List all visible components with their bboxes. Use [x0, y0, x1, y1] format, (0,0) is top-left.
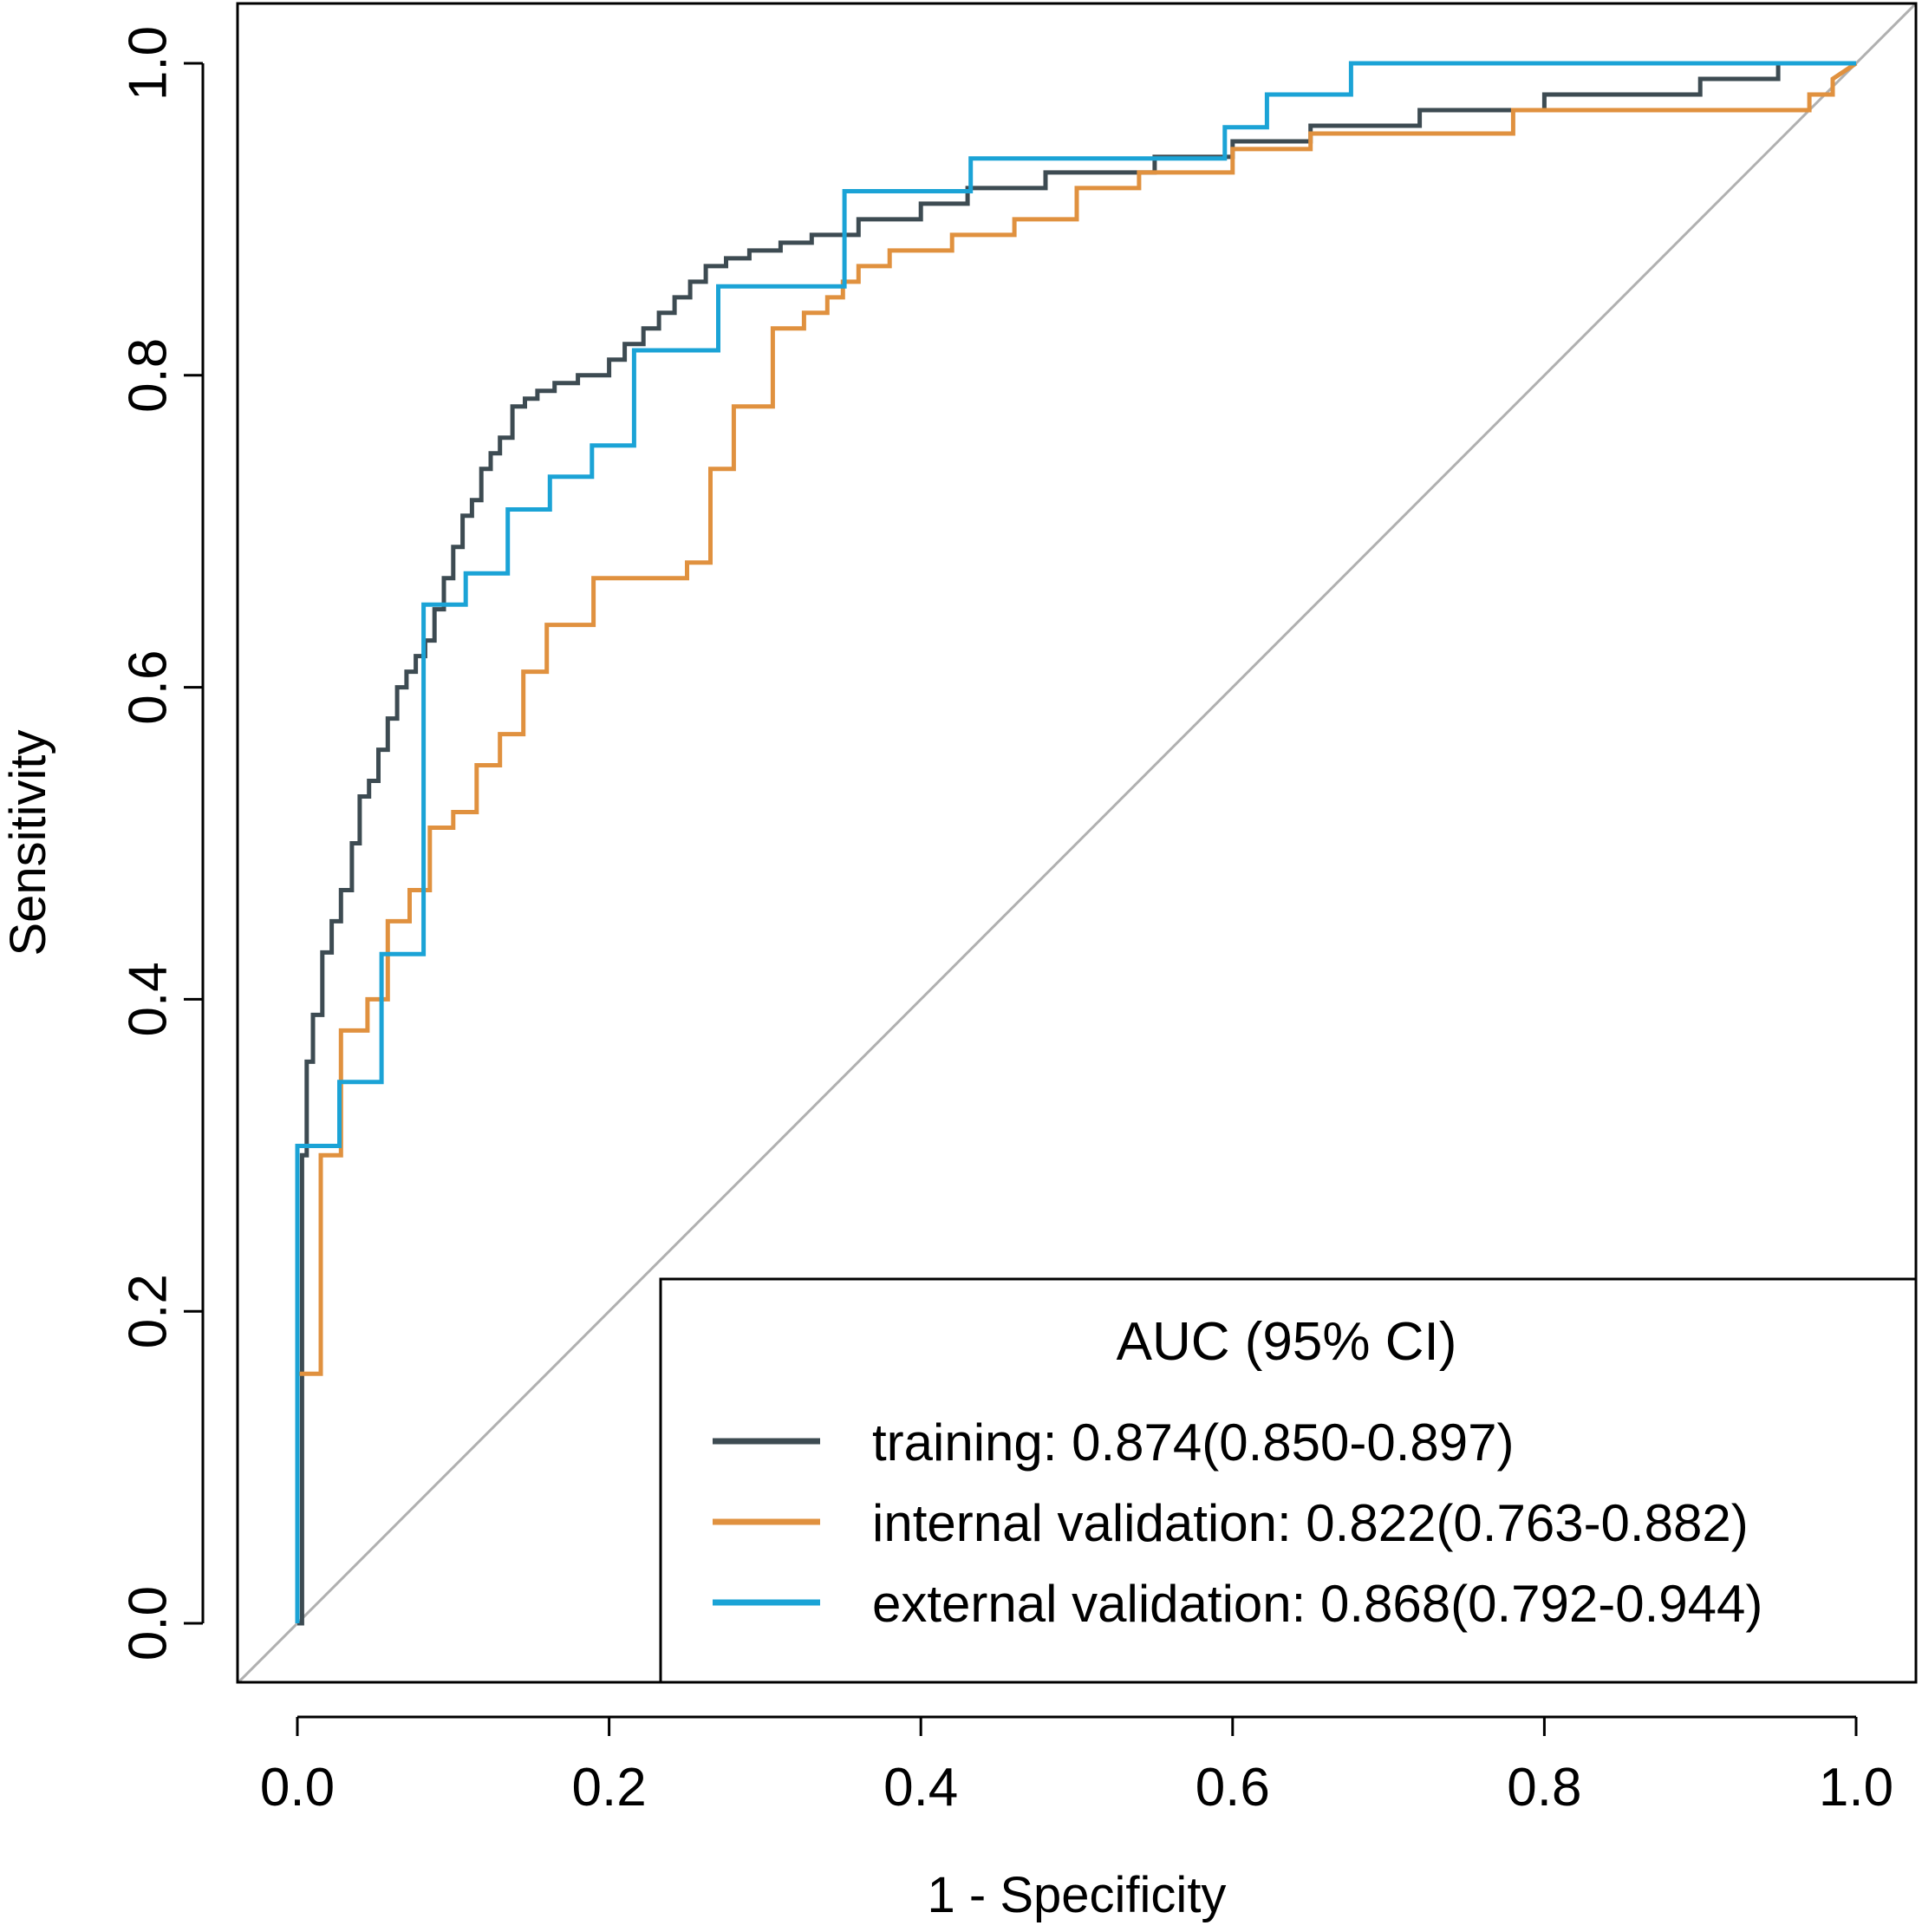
legend-entry-internal-validation: internal validation: 0.822(0.763-0.882) — [872, 1494, 1749, 1552]
y-tick-label: 0.6 — [118, 649, 178, 724]
legend-box — [659, 1277, 1918, 1684]
x-axis: 0.0 0.2 0.4 0.6 0.8 1.0 — [260, 1715, 1893, 1818]
x-tick-label: 0.4 — [883, 1758, 958, 1818]
x-tick-label: 0.0 — [260, 1758, 335, 1818]
y-axis: 0.0 0.2 0.4 0.6 0.8 1.0 — [118, 26, 205, 1661]
legend: AUC (95% CI) training: 0.874(0.850-0.897… — [659, 1277, 1918, 1684]
legend-entry-training: training: 0.874(0.850-0.897) — [872, 1413, 1515, 1472]
roc-curve-training — [297, 61, 1856, 1626]
roc-curve-external-validation — [295, 61, 1856, 1623]
y-tick-label: 1.0 — [118, 26, 178, 101]
x-tick-label: 0.8 — [1507, 1758, 1581, 1818]
y-tick-label: 0.0 — [118, 1586, 178, 1661]
x-tick-label: 0.2 — [571, 1758, 646, 1818]
x-axis-label: 1 - Specificity — [928, 1867, 1227, 1923]
y-axis-label: Sensitivity — [0, 729, 56, 956]
reference-diagonal-line — [238, 3, 1916, 1682]
legend-entry-external-validation: external validation: 0.868(0.792-0.944) — [872, 1575, 1762, 1633]
x-tick-label: 0.6 — [1196, 1758, 1270, 1818]
legend-title: AUC (95% CI) — [1117, 1312, 1457, 1372]
x-tick-label: 1.0 — [1819, 1758, 1893, 1818]
y-tick-label: 0.2 — [118, 1274, 178, 1348]
roc-curve-internal-validation — [295, 61, 1858, 1623]
y-tick-label: 0.4 — [118, 962, 178, 1036]
y-tick-label: 0.8 — [118, 338, 178, 413]
